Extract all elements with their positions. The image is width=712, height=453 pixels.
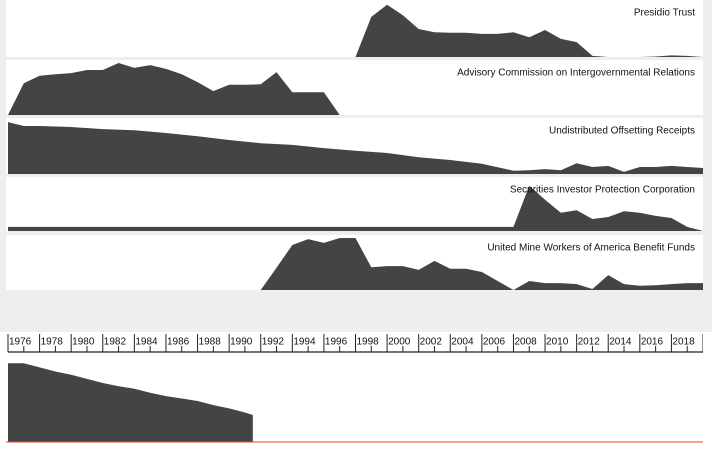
x-tick-label: 2018 [672, 337, 695, 348]
area [8, 63, 340, 115]
area [8, 122, 703, 174]
x-tick-label: 1994 [293, 337, 316, 348]
panel-title: Securities Investor Protection Corporati… [510, 185, 695, 196]
panel-title: Undistributed Offsetting Receipts [549, 126, 695, 137]
x-tick-label: 2000 [388, 337, 411, 348]
x-tick-label: 1998 [357, 337, 380, 348]
x-tick-label: 1976 [9, 337, 32, 348]
panel-title: Advisory Commission on Intergovernmental… [457, 68, 695, 79]
x-tick-label: 1996 [325, 337, 348, 348]
panel [6, 0, 703, 57]
x-tick-label: 1982 [104, 337, 127, 348]
panel-title: Presidio Trust [634, 8, 695, 19]
x-tick-label: 1986 [167, 337, 190, 348]
x-tick-label: 2016 [641, 337, 664, 348]
area [8, 363, 253, 442]
x-tick-label: 1988 [199, 337, 222, 348]
x-tick-label: 1992 [262, 337, 285, 348]
x-tick-label: 2006 [483, 337, 506, 348]
x-tick-label: 2012 [578, 337, 601, 348]
x-tick-label: 1984 [135, 337, 158, 348]
panel-title: United Mine Workers of America Benefit F… [487, 243, 695, 254]
x-tick-label: 1980 [72, 337, 95, 348]
x-tick-label: 1990 [230, 337, 253, 348]
x-tick-label: 2014 [609, 337, 632, 348]
x-tick-label: 2010 [546, 337, 569, 348]
area [355, 4, 703, 57]
area [260, 238, 703, 290]
x-tick-label: 1978 [41, 337, 64, 348]
x-tick-label: 2002 [420, 337, 443, 348]
x-tick-label: 2004 [451, 337, 474, 348]
x-tick-label: 2008 [514, 337, 537, 348]
area [8, 185, 703, 231]
charts: Presidio Trust Advisory Commission on Int… [6, 0, 703, 443]
